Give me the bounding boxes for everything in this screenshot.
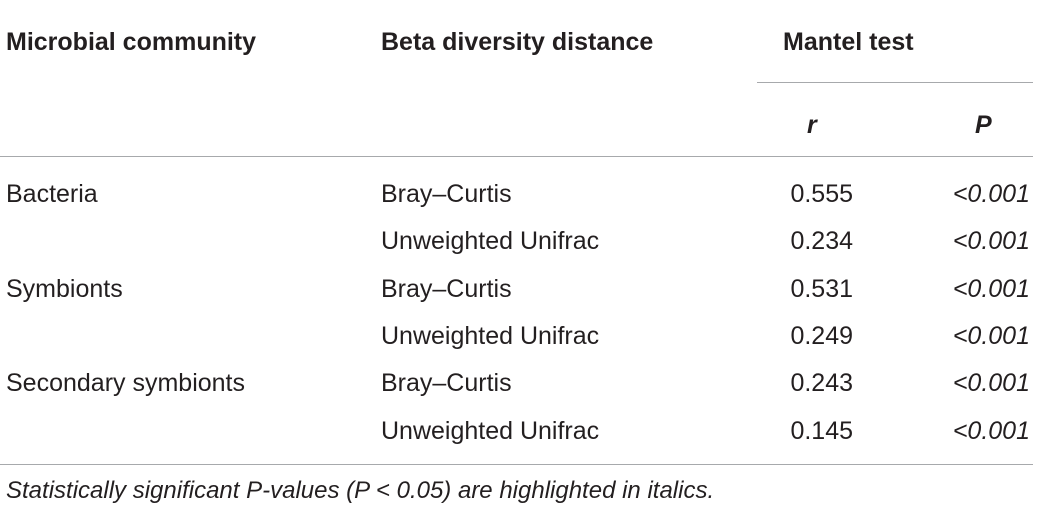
header-bottom-rule [0,156,1033,157]
cell-p-value: <0.001 [952,180,1030,208]
cell-distance: Bray–Curtis [381,180,512,208]
cell-distance: Unweighted Unifrac [381,322,600,350]
group-header-rule [757,82,1033,83]
cell-r-value: 0.145 [790,417,853,445]
cell-p-value: <0.001 [952,275,1030,303]
cell-r-value: 0.249 [790,322,853,350]
cell-distance: Bray–Curtis [381,275,512,303]
cell-p-value: <0.001 [952,369,1030,397]
cell-distance: Bray–Curtis [381,369,512,397]
table-bottom-rule [0,464,1033,465]
header-p: P [975,111,992,139]
cell-community: Bacteria [6,180,98,208]
cell-distance: Unweighted Unifrac [381,417,600,445]
cell-r-value: 0.555 [790,180,853,208]
cell-p-value: <0.001 [952,322,1030,350]
cell-community: Secondary symbionts [6,369,246,397]
table-footnote: Statistically significant P-values (P < … [6,477,715,504]
header-beta-diversity-distance: Beta diversity distance [381,28,654,56]
cell-p-value: <0.001 [952,227,1030,255]
cell-r-value: 0.531 [790,275,853,303]
cell-r-value: 0.234 [790,227,853,255]
cell-r-value: 0.243 [790,369,853,397]
header-microbial-community: Microbial community [6,28,257,56]
cell-community: Symbionts [6,275,123,303]
header-mantel-test: Mantel test [783,28,914,56]
cell-distance: Unweighted Unifrac [381,227,600,255]
header-r: r [807,111,817,139]
cell-p-value: <0.001 [952,417,1030,445]
